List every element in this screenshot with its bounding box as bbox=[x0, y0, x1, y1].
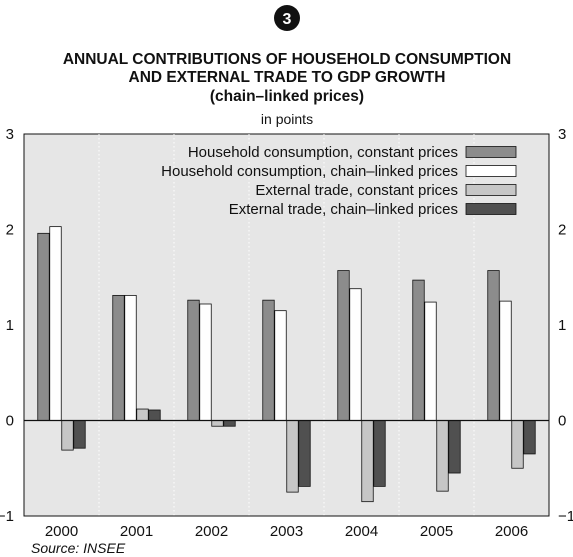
chart-subtitle: in points bbox=[261, 111, 313, 127]
y-tick-label-left: 3 bbox=[6, 126, 14, 143]
bar bbox=[61, 420, 74, 451]
chart-title-line-1: ANNUAL CONTRIBUTIONS OF HOUSEHOLD CONSUM… bbox=[63, 51, 511, 68]
bar bbox=[499, 300, 512, 421]
badge-circle bbox=[274, 5, 300, 31]
x-tick-label: 2006 bbox=[495, 523, 528, 540]
chart-title-line-2: AND EXTERNAL TRADE TO GDP GROWTH bbox=[129, 69, 446, 86]
bar bbox=[286, 420, 299, 493]
bar bbox=[424, 301, 437, 421]
y-tick-label-right: 0 bbox=[558, 413, 566, 430]
bar bbox=[448, 420, 461, 474]
chart-title-line-3: (chain–linked prices) bbox=[210, 88, 364, 105]
figure-number-badge: 3 bbox=[274, 5, 300, 31]
y-axis-right-ticks: 3 2 1 0 −1 bbox=[558, 126, 573, 525]
legend-swatch bbox=[465, 203, 517, 215]
x-axis-ticks: 2000 2001 2002 2003 2004 2005 2006 bbox=[45, 523, 528, 540]
bar bbox=[298, 420, 311, 487]
x-tick-label: 2005 bbox=[420, 523, 453, 540]
legend-swatch bbox=[465, 146, 517, 158]
bar bbox=[223, 420, 236, 427]
bar bbox=[349, 288, 362, 421]
bar bbox=[436, 420, 449, 492]
legend-label: External trade, chain–linked prices bbox=[229, 201, 458, 218]
y-tick-label-right: −1 bbox=[558, 508, 573, 525]
bar bbox=[37, 232, 50, 421]
x-tick-label: 2004 bbox=[345, 523, 378, 540]
legend-swatch bbox=[465, 165, 517, 177]
bar bbox=[511, 420, 524, 469]
badge-number: 3 bbox=[283, 11, 292, 28]
x-tick-label: 2003 bbox=[270, 523, 303, 540]
chart-legend: Household consumption, constant prices Ho… bbox=[161, 144, 517, 218]
y-tick-label-left: 0 bbox=[6, 413, 14, 430]
x-tick-label: 2000 bbox=[45, 523, 78, 540]
bar bbox=[211, 420, 224, 427]
x-tick-label: 2001 bbox=[120, 523, 153, 540]
bar bbox=[136, 408, 149, 421]
y-tick-label-left: −1 bbox=[0, 508, 14, 525]
source-note: Source: INSEE bbox=[31, 540, 126, 556]
bar bbox=[361, 420, 374, 503]
y-tick-label-left: 1 bbox=[6, 317, 14, 334]
legend-label: External trade, constant prices bbox=[255, 182, 458, 199]
bar bbox=[262, 299, 275, 421]
legend-label: Household consumption, chain–linked pric… bbox=[161, 163, 458, 180]
bar bbox=[274, 310, 287, 421]
y-axis-left-ticks: 3 2 1 0 −1 bbox=[0, 126, 14, 525]
x-tick-label: 2002 bbox=[195, 523, 228, 540]
bar bbox=[487, 270, 500, 421]
bar bbox=[124, 294, 137, 421]
bar bbox=[187, 299, 200, 421]
bar bbox=[49, 226, 62, 421]
y-tick-label-right: 2 bbox=[558, 222, 566, 239]
bar bbox=[373, 420, 386, 487]
bar-series bbox=[37, 226, 536, 503]
bar bbox=[112, 294, 125, 421]
y-tick-label-right: 1 bbox=[558, 317, 566, 334]
bar bbox=[337, 270, 350, 421]
legend-swatch bbox=[465, 184, 517, 196]
y-tick-label-left: 2 bbox=[6, 222, 14, 239]
bar bbox=[148, 409, 161, 421]
legend-label: Household consumption, constant prices bbox=[188, 144, 458, 161]
bar bbox=[73, 420, 86, 449]
bar bbox=[523, 420, 536, 455]
bar bbox=[412, 279, 425, 421]
y-tick-label-right: 3 bbox=[558, 126, 566, 143]
bar bbox=[199, 303, 212, 421]
